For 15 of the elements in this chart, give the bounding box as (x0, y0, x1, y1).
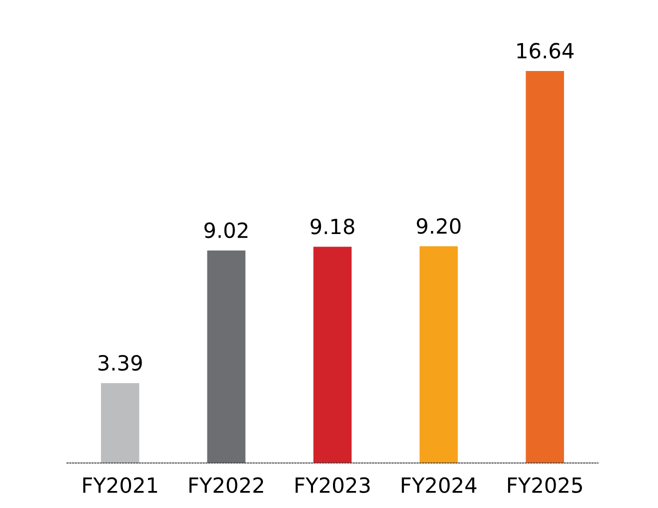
bar (100, 383, 140, 463)
x-tick-label: FY2023 (296, 477, 370, 494)
x-tick-label: FY2021 (83, 477, 158, 494)
x-tick-label: FY2025 (508, 477, 582, 494)
x-tick-label: FY2024 (402, 477, 476, 494)
bar (526, 70, 564, 463)
bar (313, 246, 352, 463)
bar (207, 250, 246, 463)
x-tick-label: FY2022 (189, 477, 264, 494)
data-label: 3.39 (98, 355, 142, 371)
data-label: 9.02 (204, 222, 248, 238)
bar (420, 246, 458, 463)
data-label: 9.18 (310, 218, 354, 234)
data-label: 9.20 (416, 218, 461, 234)
data-label: 16.64 (517, 42, 574, 59)
